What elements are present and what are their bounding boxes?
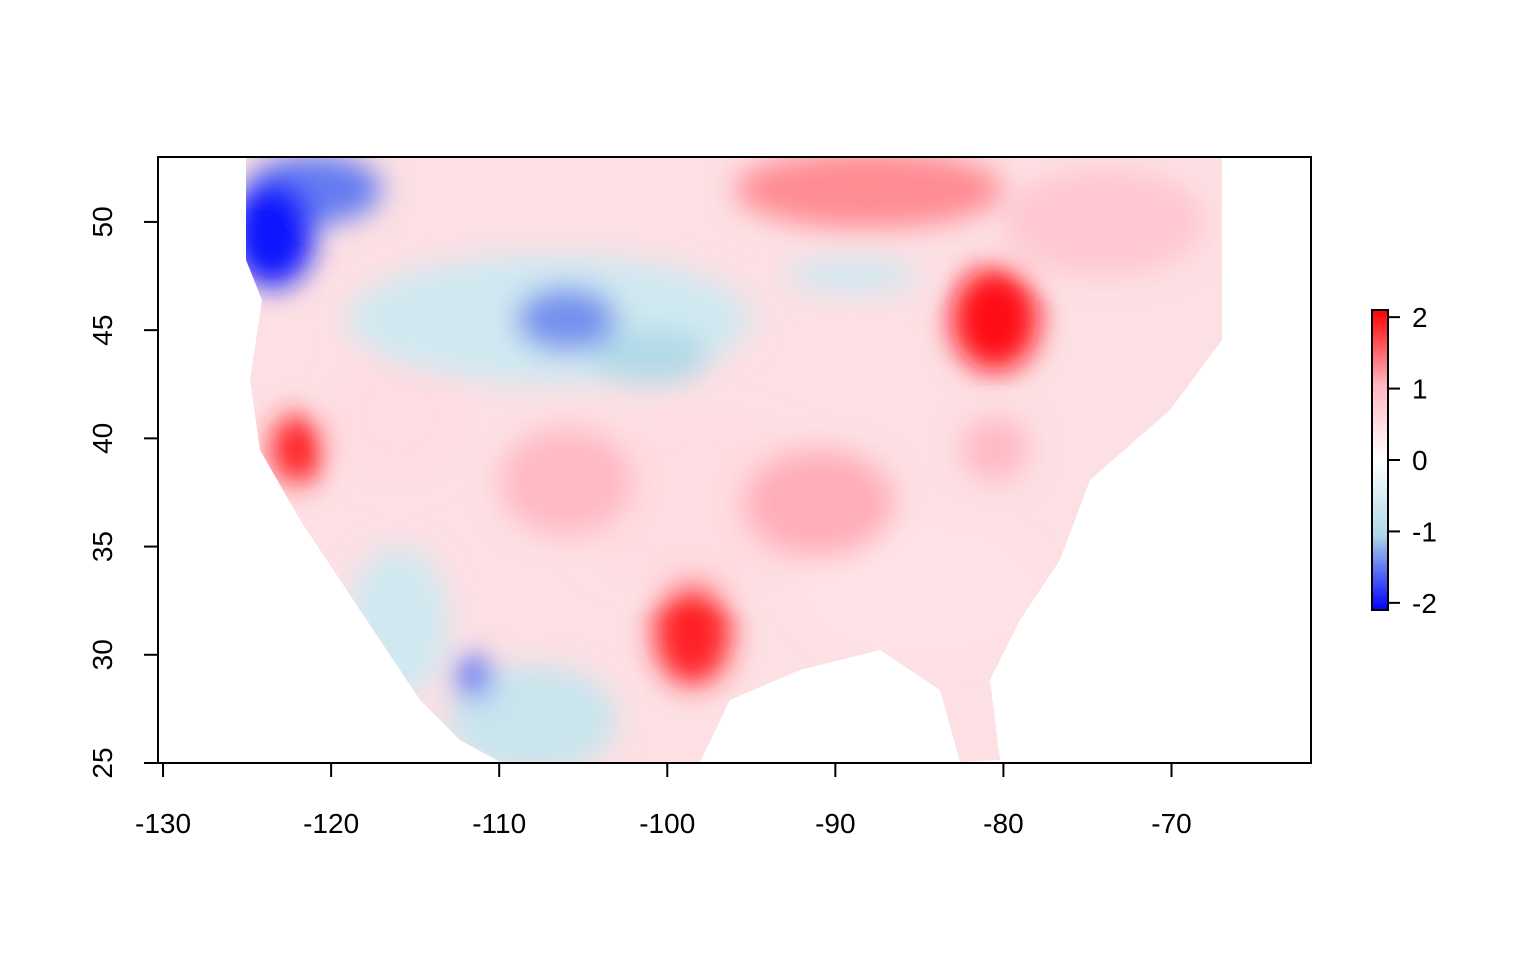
x-tick-label: -120 (303, 808, 359, 839)
region-great-basin-warm (331, 351, 466, 482)
region-southeast-warm (801, 524, 1038, 655)
region-missouri-warm (742, 449, 895, 558)
y-tick-label: 30 (87, 639, 118, 670)
colorbar-tick-label: -1 (1412, 516, 1437, 547)
x-tick-label: -110 (472, 808, 526, 839)
colorbar-tick-label: -2 (1412, 588, 1437, 619)
region-ontario-warm (734, 157, 1004, 229)
x-tick-label: -90 (815, 808, 855, 839)
x-axis: -130 -120 -110 -100 -90 -80 -70 (135, 762, 1192, 839)
x-tick-label: -80 (983, 808, 1023, 839)
x-tick-label: -70 (1151, 808, 1191, 839)
colorbar-tick-label: 0 (1412, 445, 1428, 476)
region-south-dakota-cold (591, 327, 710, 385)
y-tick-label: 45 (87, 315, 118, 346)
x-tick-label: -130 (135, 808, 191, 839)
region-great-lakes-cool (784, 258, 920, 294)
region-texas-warm (653, 581, 732, 686)
region-ohio-warm (961, 416, 1029, 482)
anomaly-field (246, 157, 1222, 762)
region-utah-colorado-warm (499, 427, 634, 536)
colorbar-tick-label: 2 (1412, 302, 1428, 333)
region-quebec-warm (1003, 167, 1206, 277)
region-michigan-warm (951, 267, 1039, 372)
region-sonora-cool (448, 665, 617, 762)
region-california-warm (270, 414, 325, 484)
y-axis: 25 30 35 40 45 50 (87, 206, 159, 779)
x-tick-label: -100 (639, 808, 695, 839)
colorbar-tick-label: 1 (1412, 374, 1428, 405)
y-tick-label: 25 (87, 747, 118, 778)
colorbar-gradient (1371, 309, 1389, 611)
region-mexico-pacific-cool (347, 546, 449, 699)
region-central-plains-warm (566, 416, 836, 590)
colorbar-ticks: 2 1 0 -1 -2 (1388, 302, 1437, 619)
y-tick-label: 35 (87, 531, 118, 562)
y-tick-label: 40 (87, 423, 118, 454)
region-baja-cold (457, 654, 491, 699)
colorbar: 2 1 0 -1 -2 (1371, 302, 1437, 619)
region-pacific-northwest-cold (246, 178, 315, 287)
y-tick-label: 50 (87, 206, 118, 237)
region-montana-cold (516, 286, 617, 352)
